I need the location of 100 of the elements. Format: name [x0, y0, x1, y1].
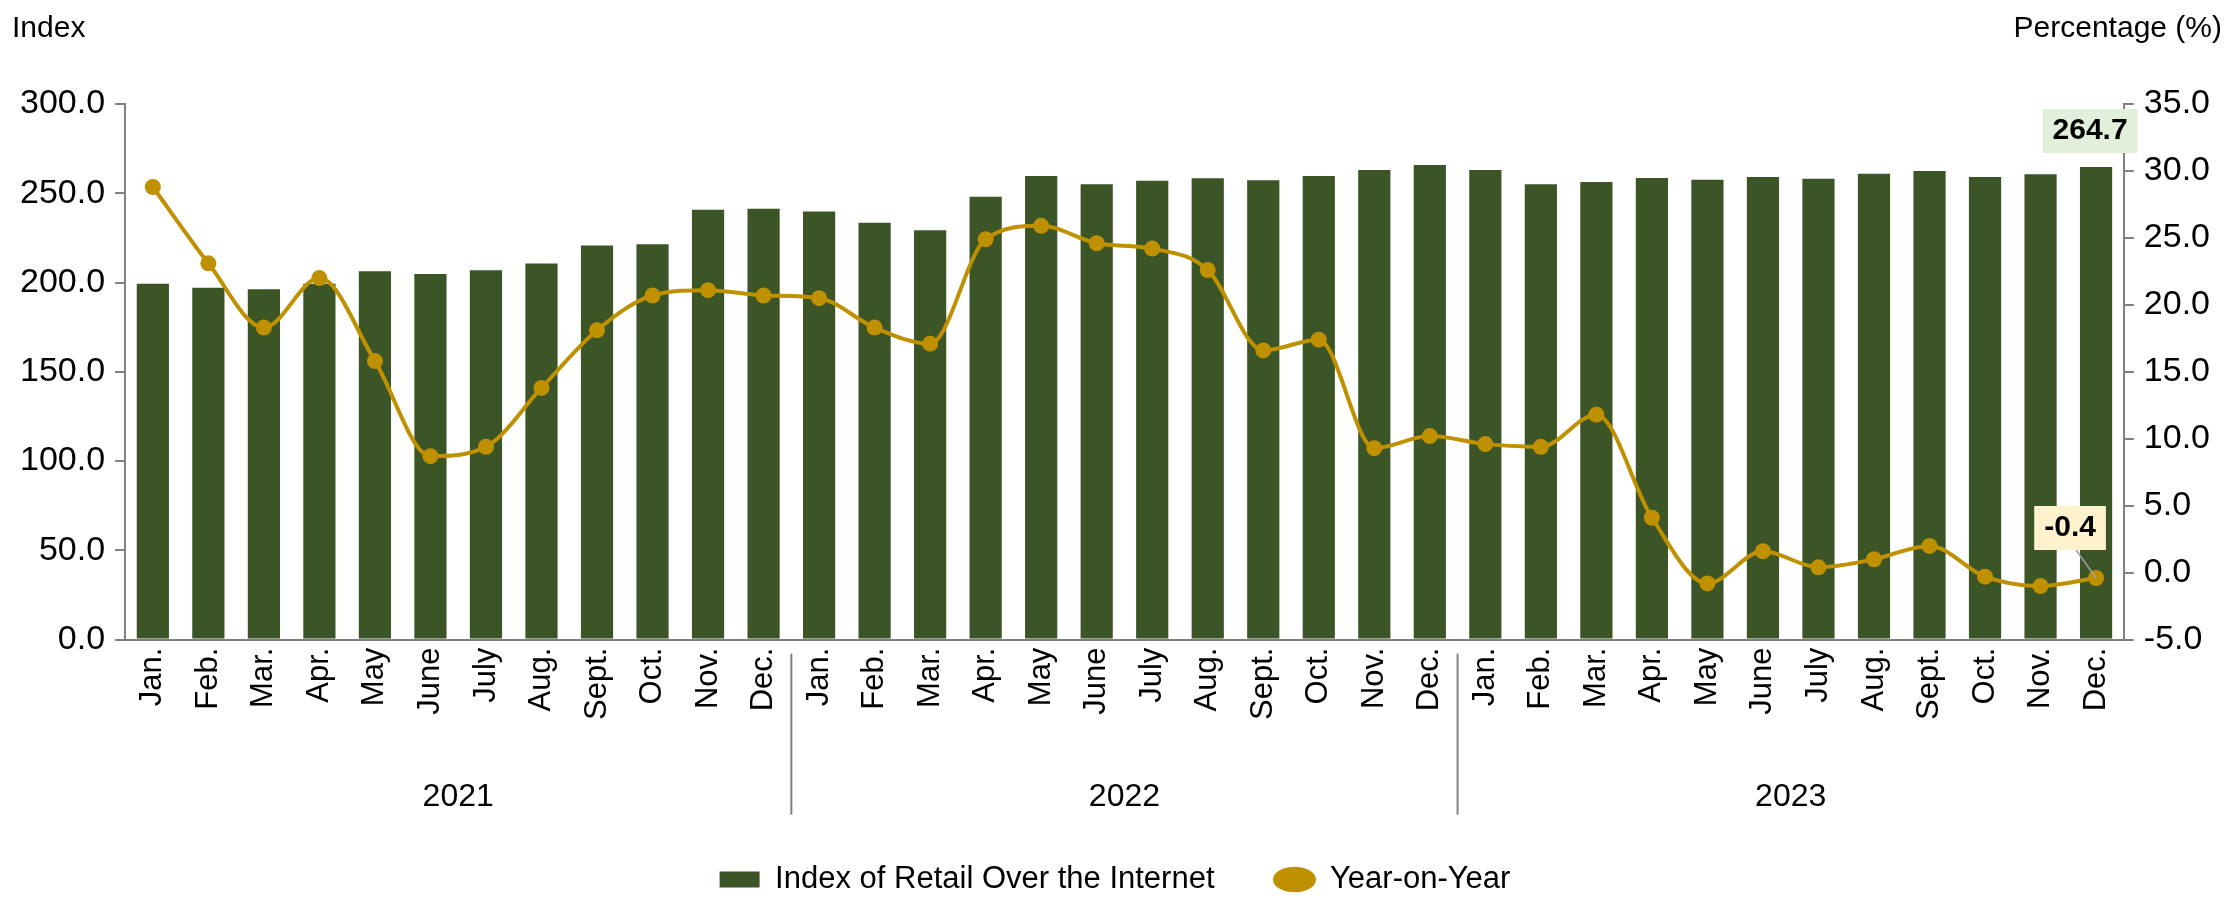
bar [469, 270, 503, 639]
bar [136, 283, 169, 639]
y2-tick-label: 25.0 [2143, 216, 2211, 255]
bar [247, 289, 280, 639]
point [200, 255, 217, 272]
bar [1136, 180, 1169, 639]
bar [1247, 180, 1280, 639]
point [311, 270, 328, 287]
bar [802, 211, 836, 639]
point [1310, 331, 1327, 348]
x-tick-label: July [1799, 647, 1835, 703]
y2-axis-title: Percentage (%) [2013, 10, 2222, 44]
bar [1913, 170, 1946, 639]
point [589, 322, 606, 339]
y-tick-label: 300.0 [19, 82, 106, 121]
x-tick-label: Apr. [966, 647, 1002, 703]
point [1865, 551, 1882, 568]
x-tick-label: Aug. [522, 647, 558, 712]
x-tick-label: Feb. [1521, 647, 1557, 710]
bar [1857, 173, 1891, 639]
point [366, 353, 383, 370]
x-tick-label: Dec. [1410, 647, 1446, 712]
bar [858, 222, 891, 639]
bar [636, 244, 669, 639]
x-tick-label: Nov. [688, 647, 724, 710]
bar [580, 245, 614, 639]
y2-tick-label: 35.0 [2143, 82, 2211, 121]
data-label: 264.7 [2052, 112, 2128, 146]
bar [358, 271, 392, 639]
x-tick-label: Sept. [1910, 647, 1946, 721]
x-tick-label: June [1077, 647, 1113, 715]
y-axis-title: Index [12, 10, 86, 44]
bar [1802, 178, 1835, 639]
point [2032, 578, 2049, 595]
y-tick-label: 100.0 [19, 439, 106, 478]
x-tick-label: July [466, 647, 502, 703]
x-tick-label: Mar. [910, 647, 946, 708]
x-tick-label: Oct. [1299, 647, 1335, 705]
x-tick-label: July [1132, 647, 1168, 703]
bar [747, 208, 780, 639]
bar [1302, 175, 1335, 639]
point [533, 379, 550, 396]
bar [192, 287, 225, 639]
point [1532, 438, 1549, 455]
x-tick-label: June [410, 647, 446, 715]
bar [1469, 170, 1502, 639]
point [755, 287, 772, 304]
point [255, 319, 272, 336]
x-tick-label: Feb. [855, 647, 891, 710]
point [1088, 235, 1105, 252]
x-tick-label: Jan. [1465, 647, 1501, 707]
y-tick-label: 50.0 [38, 528, 106, 567]
y2-tick-label: 30.0 [2143, 149, 2211, 188]
x-tick-label: Nov. [1354, 647, 1390, 710]
bar [525, 263, 558, 639]
x-tick-label: May [1021, 647, 1057, 707]
point [1033, 217, 1050, 234]
x-tick-label: May [355, 647, 391, 707]
bar [1691, 179, 1724, 639]
point [2088, 570, 2105, 587]
text: 2021 [422, 777, 494, 814]
bar [303, 283, 336, 639]
point [866, 319, 883, 336]
point [1199, 262, 1216, 279]
legend-label: Year-on-Year [1330, 860, 1511, 896]
y2-tick-label: 5.0 [2143, 484, 2192, 523]
bar [1358, 170, 1391, 639]
y2-tick-label: 0.0 [2143, 551, 2192, 590]
y2-tick-label: 20.0 [2143, 283, 2211, 322]
point [1477, 436, 1494, 453]
bar [414, 273, 447, 639]
x-tick-label: Mar. [244, 647, 280, 708]
y2-tick-label: -5.0 [2143, 617, 2203, 656]
bar [691, 209, 725, 639]
y-tick-label: 250.0 [19, 171, 106, 210]
point [1588, 406, 1605, 423]
bar [1580, 182, 1613, 639]
x-tick-label: Nov. [2021, 647, 2057, 710]
point [1977, 568, 1994, 585]
x-tick-label: Feb. [188, 647, 224, 710]
point [422, 448, 439, 465]
bar [1025, 175, 1058, 639]
data-label: -0.4 [2044, 509, 2097, 543]
bar [969, 196, 1002, 639]
x-tick-label: Mar. [1576, 647, 1612, 708]
y2-tick-label: 10.0 [2143, 417, 2211, 456]
bar [1746, 177, 1780, 639]
bar [1413, 165, 1446, 639]
bar [1191, 178, 1224, 639]
x-tick-label: May [1687, 647, 1723, 707]
x-tick-label: Aug. [1854, 647, 1890, 712]
point [477, 438, 494, 455]
x-tick-label: Oct. [1965, 647, 2001, 705]
y2-tick-label: 15.0 [2143, 350, 2211, 389]
y-tick-label: 150.0 [19, 350, 106, 389]
x-tick-label: Sept. [577, 647, 613, 721]
x-tick-label: Apr. [299, 647, 335, 703]
x-tick-label: Jan. [133, 647, 169, 707]
point [644, 287, 661, 304]
text: 2023 [1755, 777, 1827, 814]
